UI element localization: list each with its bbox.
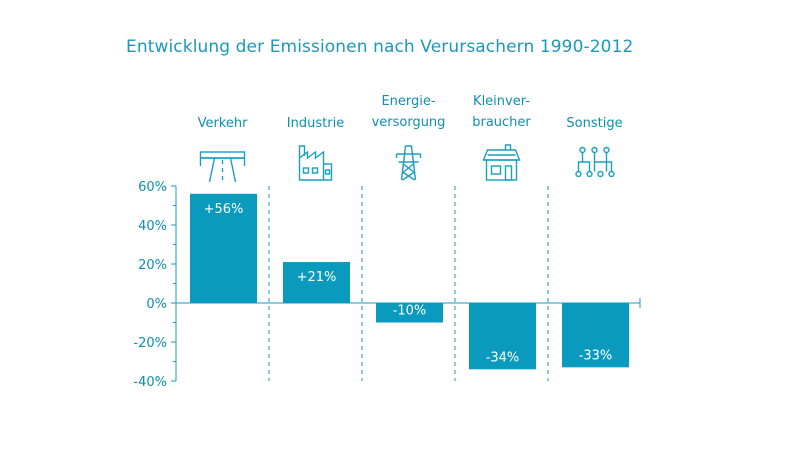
- y-tick-label: 0%: [146, 297, 167, 312]
- highway-icon: [199, 151, 246, 183]
- category-label: braucher: [472, 115, 531, 130]
- factory-icon: [298, 145, 333, 181]
- network-nodes-icon: [575, 146, 615, 178]
- bar-value-label: +21%: [297, 270, 337, 285]
- bar: [562, 303, 629, 368]
- category-label: Verkehr: [198, 116, 249, 131]
- bar: [469, 303, 536, 370]
- y-tick-label: 20%: [138, 258, 167, 273]
- bar-value-label: -34%: [486, 350, 520, 365]
- y-tick-label: 60%: [138, 180, 167, 195]
- chart-title: Entwicklung der Emissionen nach Verursac…: [126, 37, 634, 57]
- bar: [283, 262, 350, 303]
- y-tick-label: 40%: [138, 219, 167, 234]
- house-icon: [482, 144, 521, 181]
- category-label: Industrie: [287, 116, 344, 131]
- category-label: Kleinver-: [473, 94, 530, 109]
- bar-value-label: +56%: [204, 202, 244, 217]
- category-label: Sonstige: [566, 116, 622, 131]
- category-label: Energie-: [381, 94, 435, 109]
- bar-value-label: -33%: [579, 348, 613, 363]
- y-tick-label: -40%: [133, 375, 167, 390]
- bar-value-label: -10%: [393, 304, 427, 319]
- bar: [376, 303, 443, 323]
- bar: [190, 193, 257, 303]
- category-label: versorgung: [372, 115, 446, 130]
- power-pylon-icon: [395, 145, 422, 181]
- y-tick-label: -20%: [133, 336, 167, 351]
